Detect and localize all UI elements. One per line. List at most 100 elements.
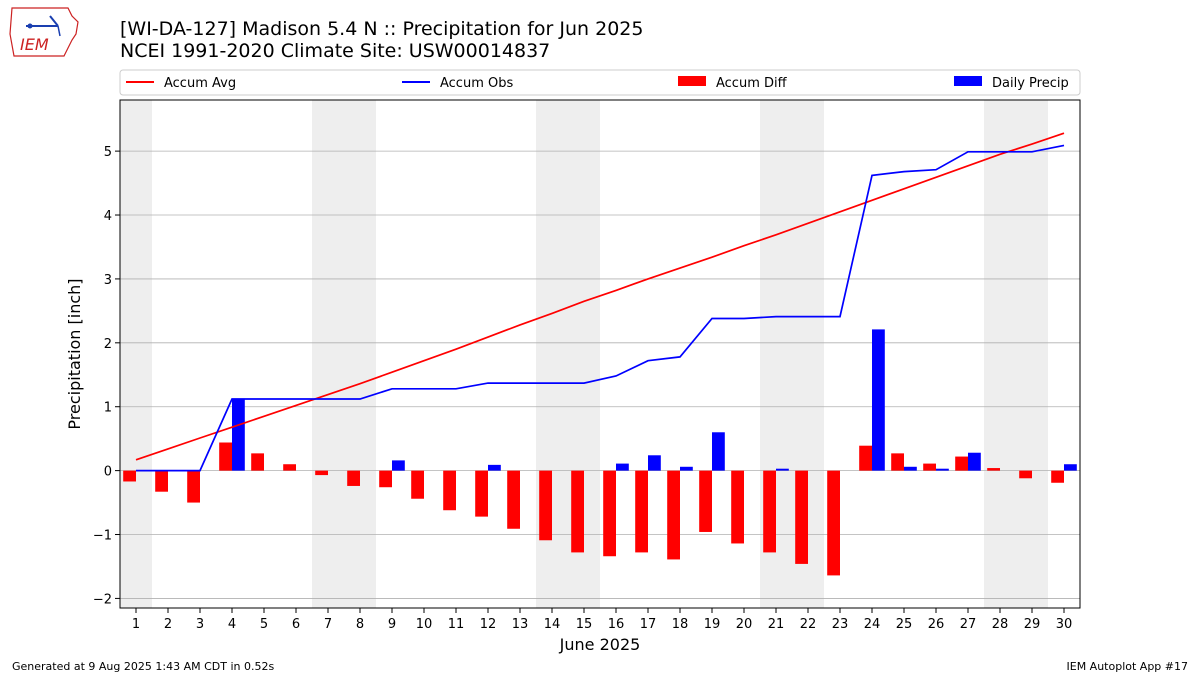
x-tick-label: 30: [1056, 617, 1073, 632]
accum-diff-bar: [763, 470, 776, 553]
x-tick-label: 26: [928, 617, 945, 632]
accum-diff-bar: [859, 445, 872, 471]
accum-diff-bar: [731, 470, 744, 544]
accum-avg-line: [135, 132, 1065, 461]
y-tick-label: 2: [104, 337, 112, 352]
chart-title: [WI-DA-127] Madison 5.4 N :: Precipitati…: [120, 18, 643, 62]
plot-frame: [119, 99, 1081, 609]
daily-precip-bar: [648, 455, 661, 471]
accum-diff-bar: [571, 470, 584, 553]
daily-precip-bar: [712, 432, 725, 471]
x-tick-label: 6: [292, 617, 300, 632]
x-tick-label: 29: [1024, 617, 1041, 632]
y-tick-label: 0: [104, 465, 112, 480]
daily-precip-bar: [1064, 464, 1077, 471]
x-tick-label: 18: [672, 617, 689, 632]
x-tick-label: 5: [260, 617, 268, 632]
accum-diff-bar: [475, 470, 488, 517]
accum-diff-bar: [795, 470, 808, 564]
accum-diff-bar: [123, 470, 136, 482]
chart-title-line1: [WI-DA-127] Madison 5.4 N :: Precipitati…: [120, 18, 644, 40]
legend-accum-diff-swatch: [678, 76, 706, 86]
x-tick-label: 1: [132, 617, 140, 632]
accum-diff-bar: [187, 470, 200, 503]
accum-diff-bar: [155, 470, 168, 492]
daily-precip-bar: [392, 460, 405, 471]
accum-diff-bar: [251, 453, 264, 471]
y-tick-label: −1: [93, 529, 112, 544]
x-tick-label: 12: [480, 617, 497, 632]
x-tick-label: 8: [356, 617, 364, 632]
x-tick-label: 10: [416, 617, 433, 632]
x-tick-label: 25: [896, 617, 913, 632]
x-axis-label: June 2025: [559, 635, 641, 654]
legend-box: [119, 69, 1081, 96]
x-tick-label: 20: [736, 617, 753, 632]
accum-diff-bar: [635, 470, 648, 553]
daily-precip-bar: [680, 466, 693, 471]
x-tick-label: 9: [388, 617, 396, 632]
x-tick-label: 3: [196, 617, 204, 632]
x-tick-label: 28: [992, 617, 1009, 632]
app-footer: IEM Autoplot App #17: [1066, 660, 1189, 673]
accum-diff-bar: [955, 456, 968, 471]
accum-diff-bar: [283, 464, 296, 471]
accum-diff-bar: [827, 470, 840, 576]
x-tick-label: 17: [640, 617, 657, 632]
daily-precip-bar: [616, 463, 629, 471]
daily-precip-bar: [232, 399, 245, 471]
legend-accum-obs-label: Accum Obs: [440, 76, 513, 91]
accum-diff-bar: [347, 470, 360, 486]
generated-footer: Generated at 9 Aug 2025 1:43 AM CDT in 0…: [12, 660, 275, 673]
accum-diff-bar: [923, 463, 936, 471]
x-tick-label: 2: [164, 617, 172, 632]
daily-precip-bar: [904, 466, 917, 471]
weekend-shade: [120, 100, 152, 608]
accum-diff-bar: [443, 470, 456, 511]
daily-precip-bar: [936, 468, 949, 471]
y-tick-label: 3: [104, 273, 112, 288]
x-tick-label: 11: [448, 617, 465, 632]
x-tick-label: 4: [228, 617, 236, 632]
x-tick-label: 14: [544, 617, 561, 632]
accum-diff-bar: [667, 470, 680, 560]
accum-diff-bar: [891, 453, 904, 471]
y-tick-label: 4: [104, 209, 112, 224]
y-tick-label: 1: [104, 401, 112, 416]
chart-title-line2: NCEI 1991-2020 Climate Site: USW00014837: [120, 40, 551, 62]
y-tick-label: 5: [104, 145, 112, 160]
iowa-map-icon: IEM: [9, 7, 79, 57]
legend-accum-diff-label: Accum Diff: [716, 76, 788, 91]
weekend-shade: [984, 100, 1048, 608]
y-tick-label: −2: [93, 592, 112, 607]
accum-diff-bar: [411, 470, 424, 499]
accum-diff-bar: [315, 470, 328, 476]
accum-diff-bar: [699, 470, 712, 532]
daily-precip-bar: [776, 468, 789, 471]
legend-accum-avg-label: Accum Avg: [164, 76, 236, 91]
accum-diff-bar: [987, 468, 1000, 471]
x-tick-label: 7: [324, 617, 332, 632]
logo-text: IEM: [20, 35, 49, 54]
chart-legend: Accum Avg Accum Obs Accum Diff Daily Precip: [119, 69, 1081, 96]
x-tick-label: 24: [864, 617, 881, 632]
x-tick-label: 15: [576, 617, 593, 632]
y-axis-label: Precipitation [inch]: [65, 278, 84, 429]
daily-precip-bar: [968, 452, 981, 471]
accum-diff-bar: [1051, 470, 1064, 483]
accum-obs-line: [136, 144, 1065, 472]
accum-diff-bar: [379, 470, 392, 488]
x-tick-label: 23: [832, 617, 849, 632]
x-tick-label: 27: [960, 617, 977, 632]
x-tick-label: 16: [608, 617, 625, 632]
accum-diff-bar: [219, 442, 232, 471]
x-tick-label: 19: [704, 617, 721, 632]
legend-daily-precip-swatch: [954, 76, 982, 86]
accum-diff-bar: [539, 470, 552, 541]
daily-precip-bar: [488, 464, 501, 471]
x-tick-label: 21: [768, 617, 785, 632]
weekend-shade: [312, 100, 376, 608]
daily-precip-bar: [872, 329, 885, 471]
legend-daily-precip-label: Daily Precip: [992, 76, 1069, 91]
